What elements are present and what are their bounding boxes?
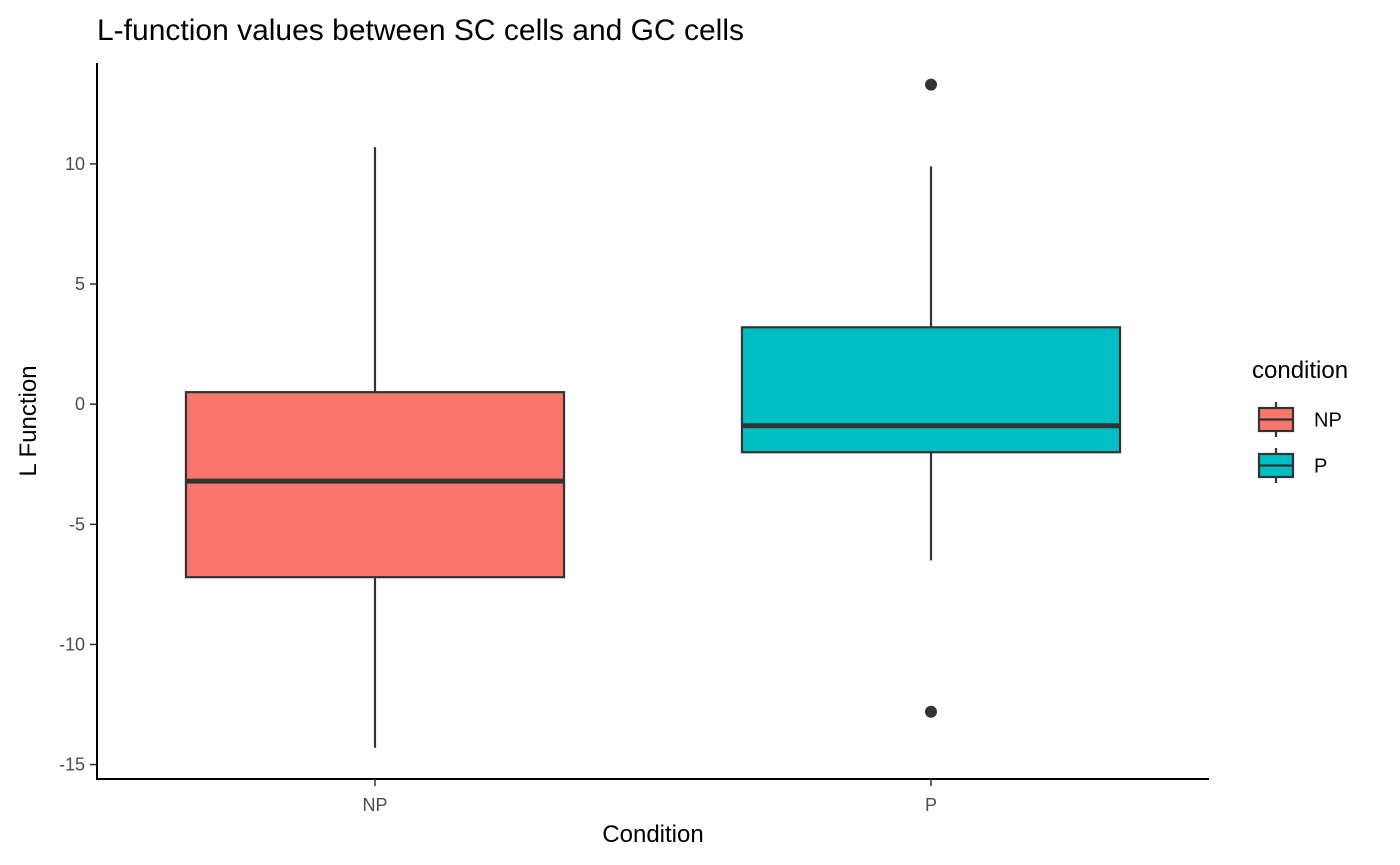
y-tick-label: -15	[59, 755, 85, 775]
x-tick-label: P	[925, 795, 937, 815]
legend-key-np	[1257, 402, 1295, 437]
y-tick-label: 5	[75, 274, 85, 294]
y-tick-label: 0	[75, 394, 85, 414]
legend-key-p	[1257, 448, 1295, 483]
y-tick-label: -10	[59, 634, 85, 654]
y-tick-label: 10	[65, 154, 85, 174]
x-axis-title: Condition	[602, 821, 703, 848]
y-tick-label: -5	[69, 514, 85, 534]
x-tick-label: NP	[362, 795, 387, 815]
plot-area	[184, 78, 1122, 748]
legend: condition NP P	[1252, 357, 1348, 483]
y-axis-title: L Function	[15, 365, 42, 476]
outlier-point	[925, 705, 937, 718]
legend-title: condition	[1252, 357, 1348, 384]
chart-title: L-function values between SC cells and G…	[97, 14, 744, 47]
y-axis-ticks: 10 5 0 -5 -10 -15	[59, 154, 97, 775]
x-axis-ticks: NP P	[362, 779, 937, 815]
legend-label: NP	[1314, 410, 1342, 432]
legend-label: P	[1314, 456, 1327, 478]
box-group-np	[184, 147, 566, 748]
outlier-point	[925, 78, 937, 91]
box-body	[184, 391, 566, 579]
box-body	[740, 326, 1122, 454]
box-group-p	[740, 78, 1122, 718]
